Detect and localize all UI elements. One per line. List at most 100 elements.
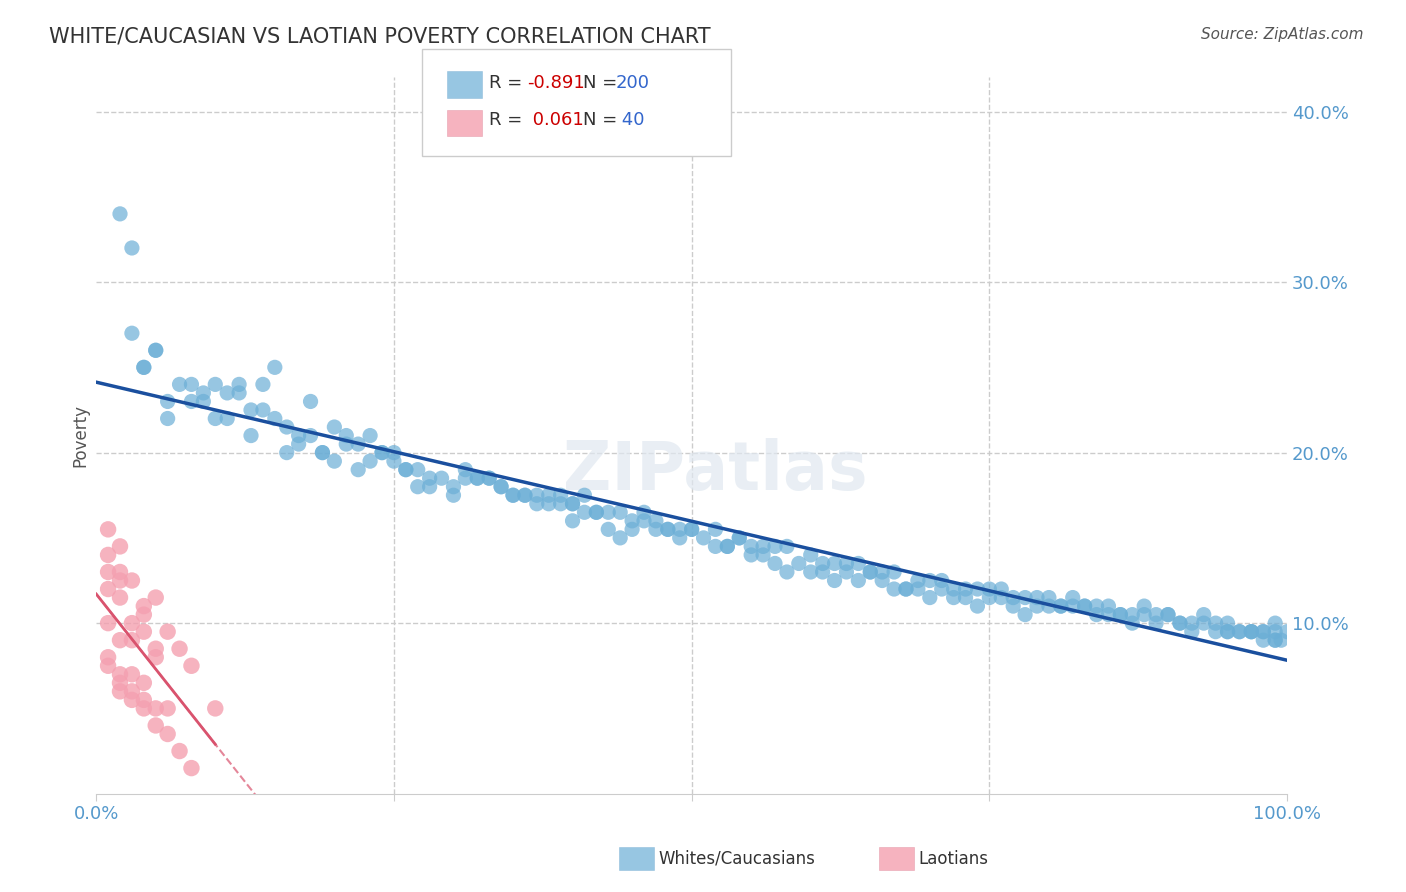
Point	[1097, 599, 1119, 613]
Point	[395, 463, 418, 477]
Point	[145, 641, 167, 656]
Point	[1097, 607, 1119, 622]
Point	[883, 565, 905, 579]
Point	[489, 480, 512, 494]
Point	[132, 701, 155, 715]
Point	[1026, 591, 1049, 605]
Point	[97, 565, 120, 579]
Point	[97, 616, 120, 631]
Point	[287, 437, 309, 451]
Point	[1157, 607, 1180, 622]
Point	[966, 599, 988, 613]
Point	[740, 548, 762, 562]
Point	[728, 531, 751, 545]
Point	[1205, 616, 1227, 631]
Point	[918, 574, 941, 588]
Point	[395, 463, 418, 477]
Point	[97, 522, 120, 536]
Point	[716, 540, 738, 554]
Point	[1085, 599, 1108, 613]
Point	[145, 718, 167, 732]
Point	[419, 471, 441, 485]
Point	[859, 565, 882, 579]
Point	[990, 591, 1012, 605]
Point	[347, 437, 370, 451]
Point	[1121, 607, 1143, 622]
Point	[513, 488, 536, 502]
Point	[430, 471, 453, 485]
Point	[145, 650, 167, 665]
Point	[1073, 599, 1095, 613]
Point	[382, 445, 405, 459]
Point	[121, 574, 143, 588]
Point	[311, 445, 333, 459]
Point	[145, 343, 167, 358]
Point	[979, 582, 1001, 596]
Point	[371, 445, 394, 459]
Point	[132, 360, 155, 375]
Point	[406, 480, 429, 494]
Point	[169, 641, 191, 656]
Point	[846, 557, 869, 571]
Point	[561, 514, 583, 528]
Point	[311, 445, 333, 459]
Point	[585, 505, 607, 519]
Point	[108, 574, 131, 588]
Point	[121, 633, 143, 648]
Point	[1270, 633, 1292, 648]
Point	[97, 582, 120, 596]
Point	[1240, 624, 1263, 639]
Point	[108, 676, 131, 690]
Point	[145, 343, 167, 358]
Point	[454, 463, 477, 477]
Point	[240, 428, 263, 442]
Point	[1251, 624, 1274, 639]
Point	[561, 497, 583, 511]
Point	[121, 326, 143, 341]
Point	[108, 540, 131, 554]
Text: 0.061: 0.061	[527, 112, 583, 129]
Point	[1216, 624, 1239, 639]
Point	[1229, 624, 1251, 639]
Point	[1002, 599, 1025, 613]
Point	[657, 522, 679, 536]
Point	[668, 522, 690, 536]
Point	[1062, 591, 1084, 605]
Point	[704, 540, 727, 554]
Point	[1109, 607, 1132, 622]
Point	[1144, 607, 1167, 622]
Point	[240, 403, 263, 417]
Point	[132, 360, 155, 375]
Point	[132, 676, 155, 690]
Point	[907, 574, 929, 588]
Point	[108, 591, 131, 605]
Point	[1144, 616, 1167, 631]
Point	[955, 591, 977, 605]
Point	[156, 411, 179, 425]
Point	[776, 565, 799, 579]
Point	[108, 565, 131, 579]
Point	[1205, 624, 1227, 639]
Point	[835, 557, 858, 571]
Point	[668, 531, 690, 545]
Point	[263, 360, 285, 375]
Point	[870, 574, 893, 588]
Point	[489, 480, 512, 494]
Point	[1229, 624, 1251, 639]
Point	[752, 548, 775, 562]
Point	[132, 624, 155, 639]
Point	[252, 403, 274, 417]
Point	[990, 582, 1012, 596]
Point	[537, 488, 560, 502]
Point	[465, 471, 488, 485]
Text: ZIPatlas: ZIPatlas	[564, 438, 868, 504]
Point	[598, 505, 620, 519]
Point	[335, 437, 357, 451]
Point	[609, 531, 631, 545]
Point	[145, 591, 167, 605]
Point	[1038, 599, 1060, 613]
Point	[359, 428, 381, 442]
Text: Laotians: Laotians	[918, 850, 988, 868]
Point	[108, 667, 131, 681]
Point	[574, 505, 596, 519]
